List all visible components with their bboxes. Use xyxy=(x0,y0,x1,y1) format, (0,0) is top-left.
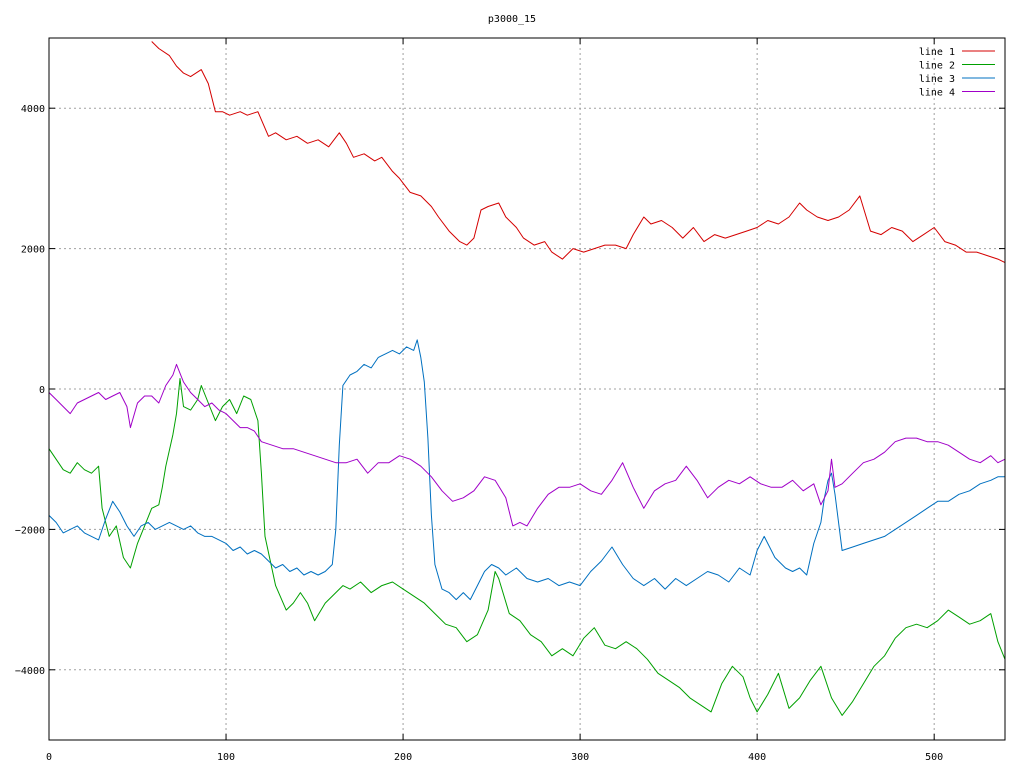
y-tick-label: 4000 xyxy=(21,104,45,115)
legend: line 1 line 2 line 3 line 4 xyxy=(919,47,995,99)
x-tick-label: 500 xyxy=(925,752,943,763)
grid-lines xyxy=(49,38,1005,740)
x-tick-label: 0 xyxy=(46,752,52,763)
y-tick-label: −2000 xyxy=(15,525,45,536)
x-tick-label: 200 xyxy=(394,752,412,763)
y-tick-label: 0 xyxy=(39,385,45,396)
legend-label: line 1 xyxy=(919,47,955,58)
legend-label: line 4 xyxy=(919,88,955,99)
series-line-1 xyxy=(151,41,1005,264)
x-tick-label: 400 xyxy=(748,752,766,763)
series-line-4 xyxy=(49,363,1005,527)
series-line-3 xyxy=(49,339,1005,601)
legend-label: line 2 xyxy=(919,61,955,72)
x-tick-label: 300 xyxy=(571,752,589,763)
series-line-2 xyxy=(49,378,1005,716)
series-group xyxy=(49,41,1005,716)
plot-frame xyxy=(48,37,1006,741)
y-tick-label: 2000 xyxy=(21,245,45,256)
legend-label: line 3 xyxy=(919,74,955,85)
x-tick-label: 100 xyxy=(217,752,235,763)
chart-title: p3000_15 xyxy=(488,14,536,25)
y-tick-label: −4000 xyxy=(15,666,45,677)
axis-ticks: 0 100 200 300 400 500 −4000 −2000 0 2000 4000 xyxy=(15,38,1005,763)
